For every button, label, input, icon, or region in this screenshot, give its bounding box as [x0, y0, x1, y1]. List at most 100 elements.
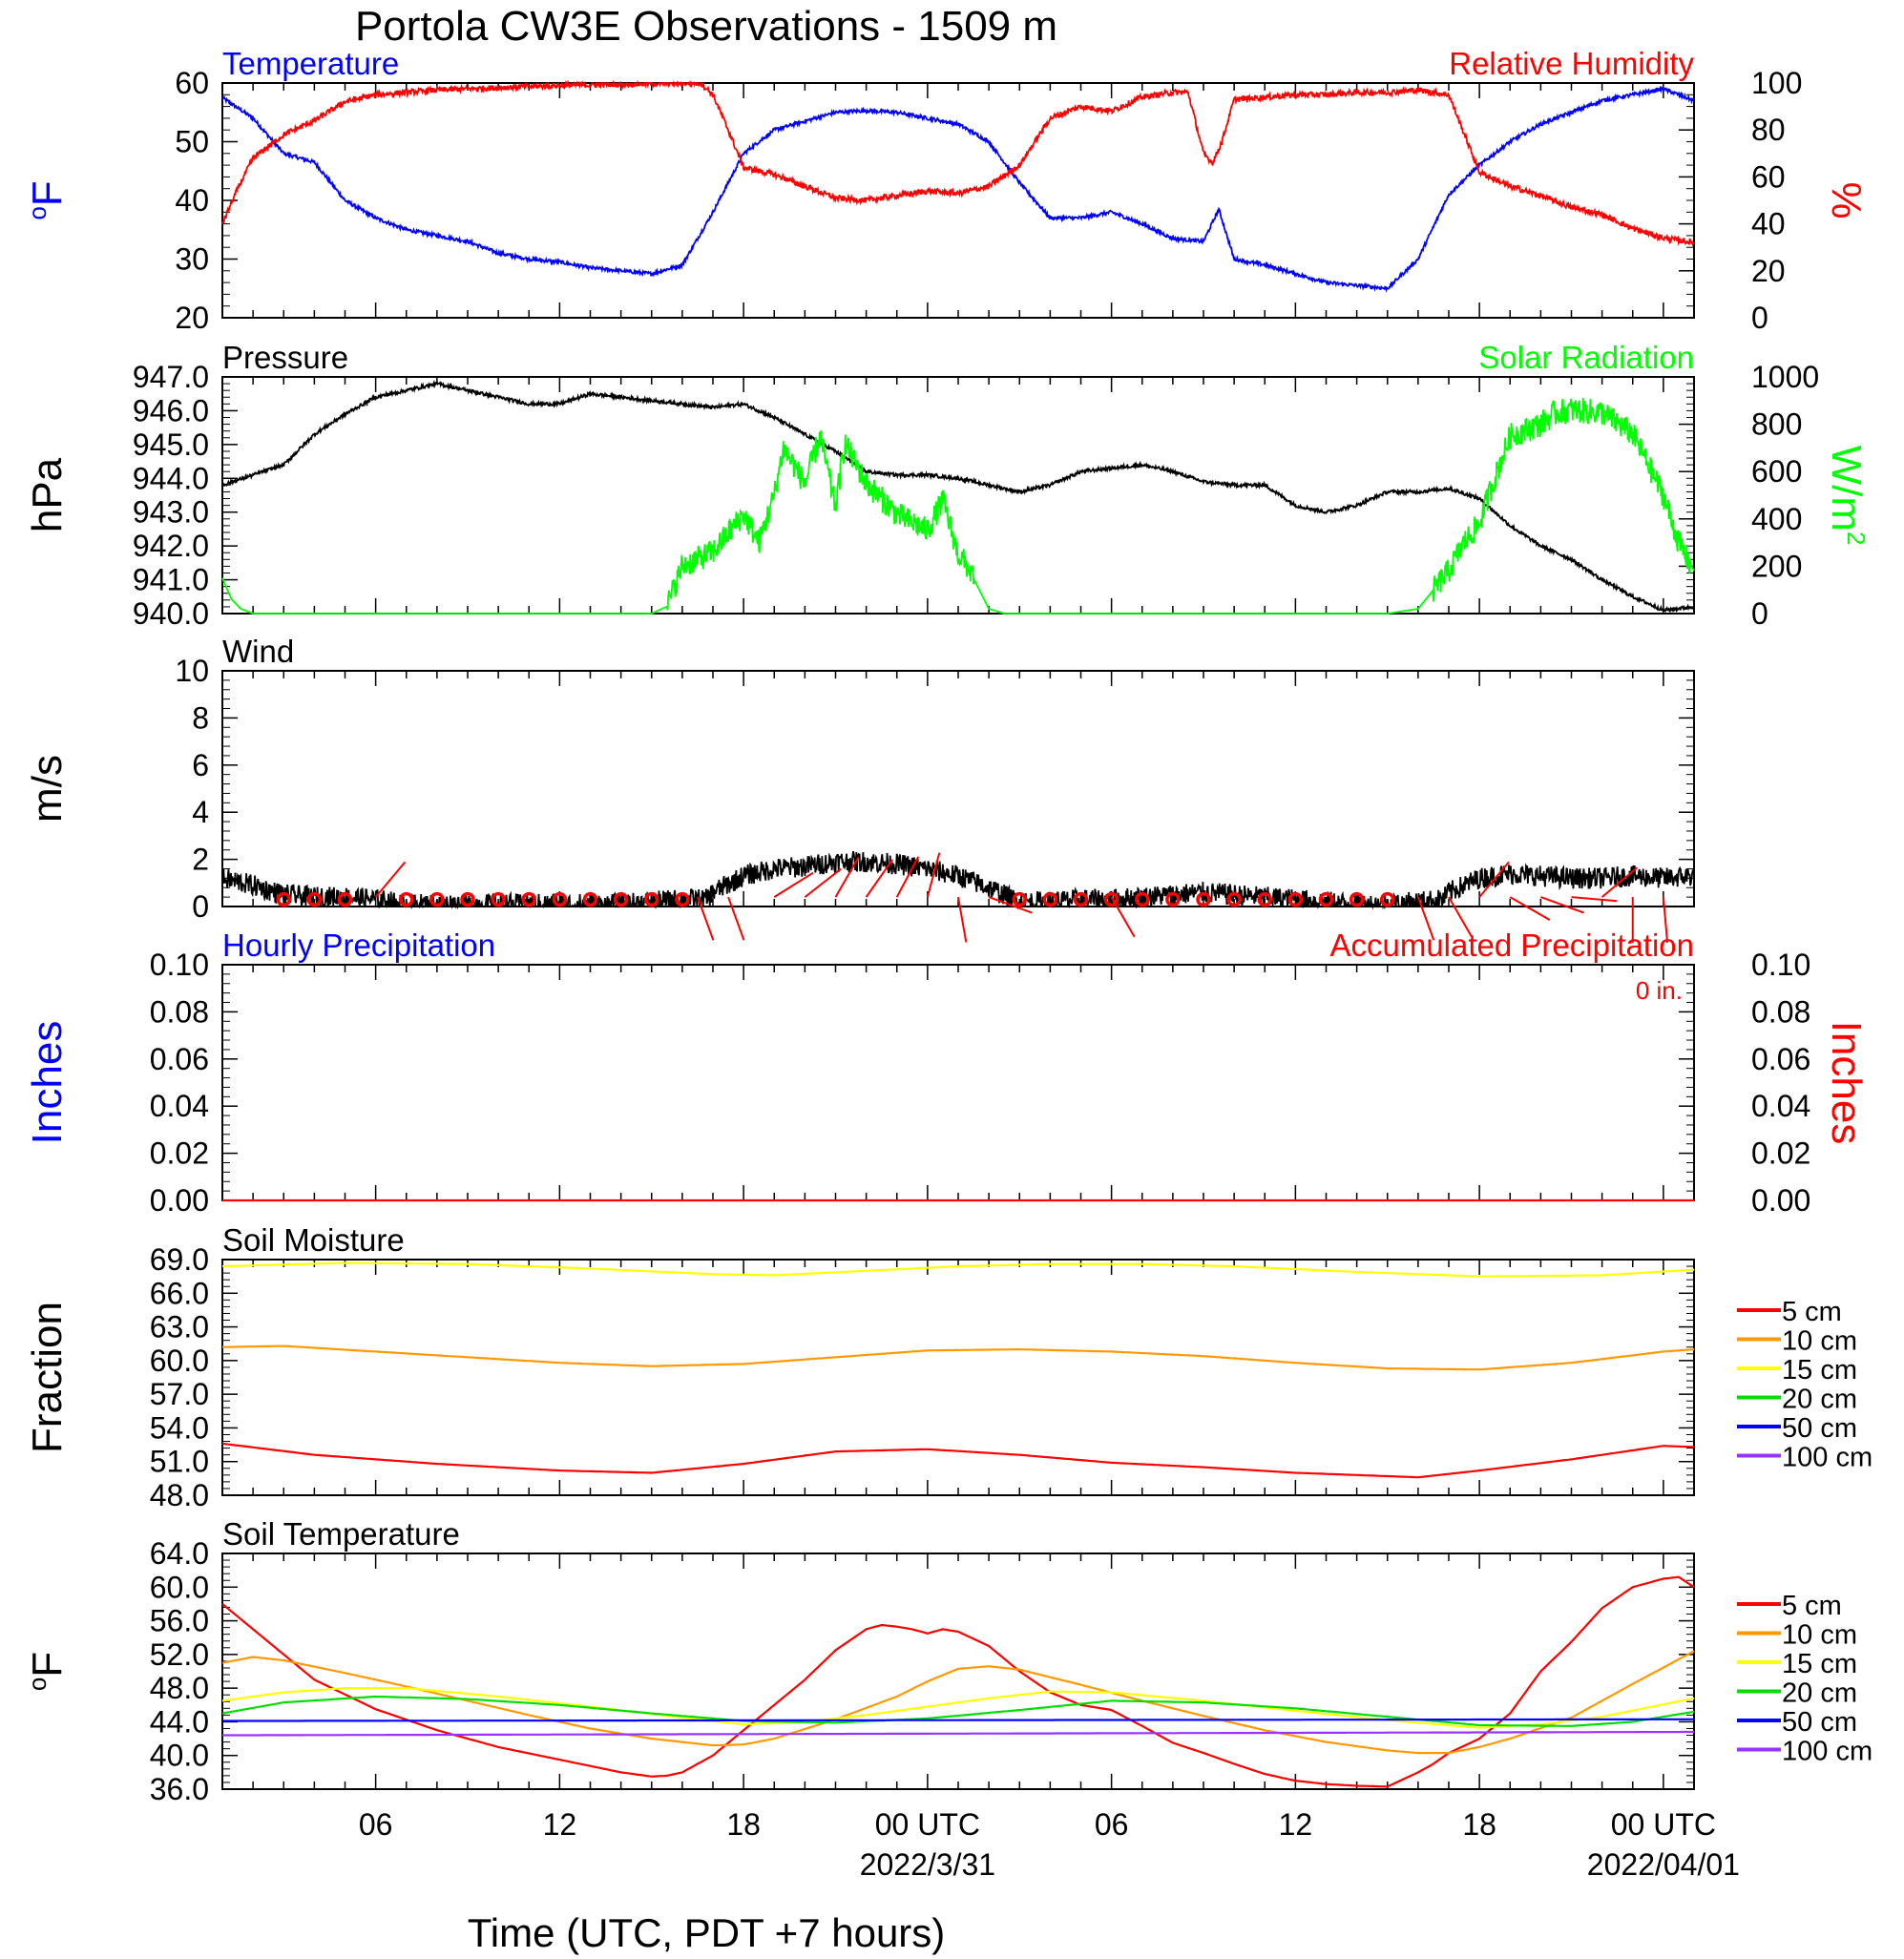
wind-barb	[1509, 896, 1551, 921]
y-tick-label: 44.0	[150, 1704, 209, 1739]
y-tick-label: 0.02	[150, 1136, 209, 1171]
y-tick-label: 57.0	[150, 1377, 209, 1411]
calm-marker	[1103, 891, 1119, 907]
y-tick-label: 66.0	[150, 1276, 209, 1310]
series-line-5cm	[221, 1442, 1695, 1479]
legend-label: 50 cm	[1782, 1707, 1857, 1738]
y-tick-label: 51.0	[150, 1445, 209, 1479]
y-tick-label: 30	[175, 242, 209, 277]
y-tick-label: 60	[175, 66, 209, 100]
x-tick-label: 06	[1095, 1807, 1129, 1842]
wind-barb	[957, 896, 968, 943]
y-tick-label: 8	[192, 700, 209, 735]
y-tick-label: 947.0	[133, 360, 209, 394]
series-line-1	[221, 79, 1695, 247]
y-tick-label-right: 0.04	[1751, 1089, 1810, 1123]
panel-temp_rh: 20 30 40 50 60 0 20 40 60 80 100 Temperature Relativ…	[23, 46, 1870, 335]
legend-label: 100 cm	[1782, 1443, 1873, 1473]
panel-label-right: Solar Radiation	[1478, 340, 1694, 375]
wind-barb	[1540, 896, 1584, 914]
y-tick-label: 64.0	[150, 1536, 209, 1571]
calm-marker	[552, 891, 568, 907]
y-tick-label-right: 0	[1751, 301, 1768, 335]
y-tick-label: 10	[175, 654, 209, 688]
wind-barb	[1416, 896, 1435, 941]
calm-marker	[1287, 891, 1304, 907]
calm-marker	[1380, 891, 1395, 907]
x-axis-label: Time (UTC, PDT +7 hours)	[468, 1910, 946, 1955]
y-tick-label-right: 20	[1751, 254, 1786, 288]
series-line-0	[221, 850, 1695, 910]
wind-barb	[696, 896, 715, 941]
calm-marker	[1012, 891, 1027, 907]
x-date-label: 2022/3/31	[860, 1847, 995, 1882]
panel-label-left: Wind	[222, 634, 294, 669]
calm-marker	[613, 891, 629, 907]
y-tick-label: 942.0	[133, 529, 209, 563]
accum-text: 0 in.	[1636, 976, 1683, 1005]
y-unit-left: hPa	[24, 457, 71, 532]
y-tick-label-right: 100	[1751, 66, 1802, 100]
y-tick-label: 4	[192, 795, 209, 829]
calm-marker	[675, 891, 690, 907]
y-unit-left: oF	[23, 180, 71, 219]
series-line-100cm	[222, 1730, 1694, 1737]
wind-barb	[1110, 896, 1136, 938]
y-tick-label-right: 0.08	[1751, 994, 1810, 1029]
y-tick-label: 944.0	[133, 461, 209, 495]
y-tick-label: 0	[192, 889, 209, 924]
calm-marker	[1135, 891, 1150, 907]
legend-label: 15 cm	[1782, 1355, 1857, 1386]
y-unit-left: Fraction	[24, 1302, 71, 1453]
legend-label: 20 cm	[1782, 1385, 1857, 1415]
y-tick-label-right: 60	[1751, 159, 1786, 194]
y-tick-label: 946.0	[133, 393, 209, 427]
x-date-label: 2022/04/01	[1587, 1847, 1740, 1882]
panel-label-left: Temperature	[222, 46, 399, 81]
calm-marker	[337, 891, 353, 907]
calm-marker	[276, 891, 291, 907]
plot-frame	[221, 1553, 1695, 1790]
y-tick-label: 945.0	[133, 427, 209, 462]
panel-precip: 0.00 0.02 0.04 0.06 0.08 0.10 0.00 0.02 0.04 0.06…	[24, 927, 1870, 1218]
series-line-10cm	[221, 1650, 1695, 1755]
calm-marker	[1073, 891, 1089, 907]
y-tick-label: 40.0	[150, 1739, 209, 1773]
wind-barb	[804, 867, 842, 898]
wind-barb	[926, 852, 941, 898]
y-unit-left: oF	[23, 1652, 71, 1691]
x-tick-label: 00 UTC	[875, 1807, 980, 1842]
legend-label: 5 cm	[1782, 1591, 1842, 1621]
legend-label: 50 cm	[1782, 1413, 1857, 1444]
series-line-1	[221, 397, 1695, 615]
y-unit-left: m/s	[24, 755, 71, 823]
calm-marker	[1257, 891, 1272, 907]
panel-wind: 0 2 4 6 8 10 Wind m/s	[24, 634, 1695, 944]
y-tick-label-right: 80	[1751, 113, 1786, 147]
y-tick-label: 60.0	[150, 1344, 209, 1378]
y-tick-label-right: 40	[1751, 207, 1786, 241]
y-tick-label: 60.0	[150, 1570, 209, 1604]
y-tick-label: 0.06	[150, 1042, 209, 1076]
wind-barb	[727, 896, 745, 941]
series-line-15cm	[221, 1687, 1695, 1729]
y-tick-label-right: 0.10	[1751, 948, 1810, 982]
y-tick-label-right: 600	[1751, 454, 1802, 489]
y-tick-label: 36.0	[150, 1772, 209, 1806]
y-unit-right: %	[1823, 181, 1870, 219]
y-tick-label: 50	[175, 125, 209, 159]
y-tick-label: 6	[192, 748, 209, 782]
y-tick-label-right: 200	[1751, 549, 1802, 583]
legend-label: 15 cm	[1782, 1649, 1857, 1679]
y-tick-label: 40	[175, 183, 209, 218]
x-tick-label: 12	[543, 1807, 577, 1842]
y-tick-label: 48.0	[150, 1478, 209, 1512]
calm-marker	[491, 891, 506, 907]
legend-label: 5 cm	[1782, 1297, 1842, 1327]
wind-barb	[1662, 897, 1669, 944]
y-tick-label: 0.08	[150, 994, 209, 1029]
wind-barb	[1478, 861, 1510, 898]
calm-marker	[1165, 891, 1181, 907]
y-tick-label-right: 0.06	[1751, 1042, 1810, 1076]
series-line-15cm	[221, 1261, 1695, 1278]
